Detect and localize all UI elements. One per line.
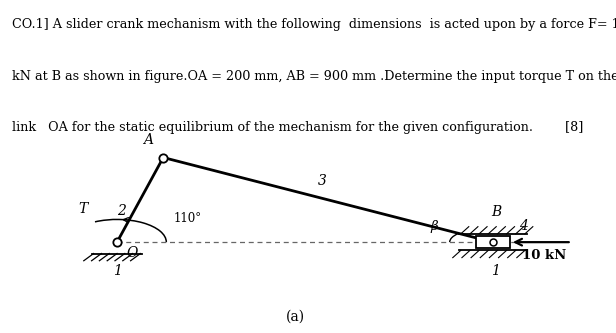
Text: CO.1] A slider crank mechanism with the following  dimensions  is acted upon by : CO.1] A slider crank mechanism with the … [12, 18, 616, 31]
Text: 110°: 110° [174, 211, 202, 224]
Text: (a): (a) [286, 310, 306, 324]
Text: 3: 3 [317, 174, 326, 188]
Text: kN at B as shown in figure.OA = 200 mm, AB = 900 mm .Determine the input torque : kN at B as shown in figure.OA = 200 mm, … [12, 70, 616, 83]
Text: 1: 1 [492, 264, 500, 278]
Text: O: O [127, 246, 138, 260]
Text: 4: 4 [519, 219, 528, 233]
Text: A: A [143, 133, 153, 147]
Text: T: T [78, 202, 88, 216]
Bar [476, 236, 510, 248]
Text: 10 kN: 10 kN [522, 249, 567, 262]
Text: 2: 2 [118, 204, 126, 218]
Text: B: B [491, 205, 501, 219]
Text: β: β [431, 220, 438, 233]
Text: link   OA for the static equilibrium of the mechanism for the given configuratio: link OA for the static equilibrium of th… [12, 121, 584, 134]
Text: 1: 1 [113, 264, 121, 278]
